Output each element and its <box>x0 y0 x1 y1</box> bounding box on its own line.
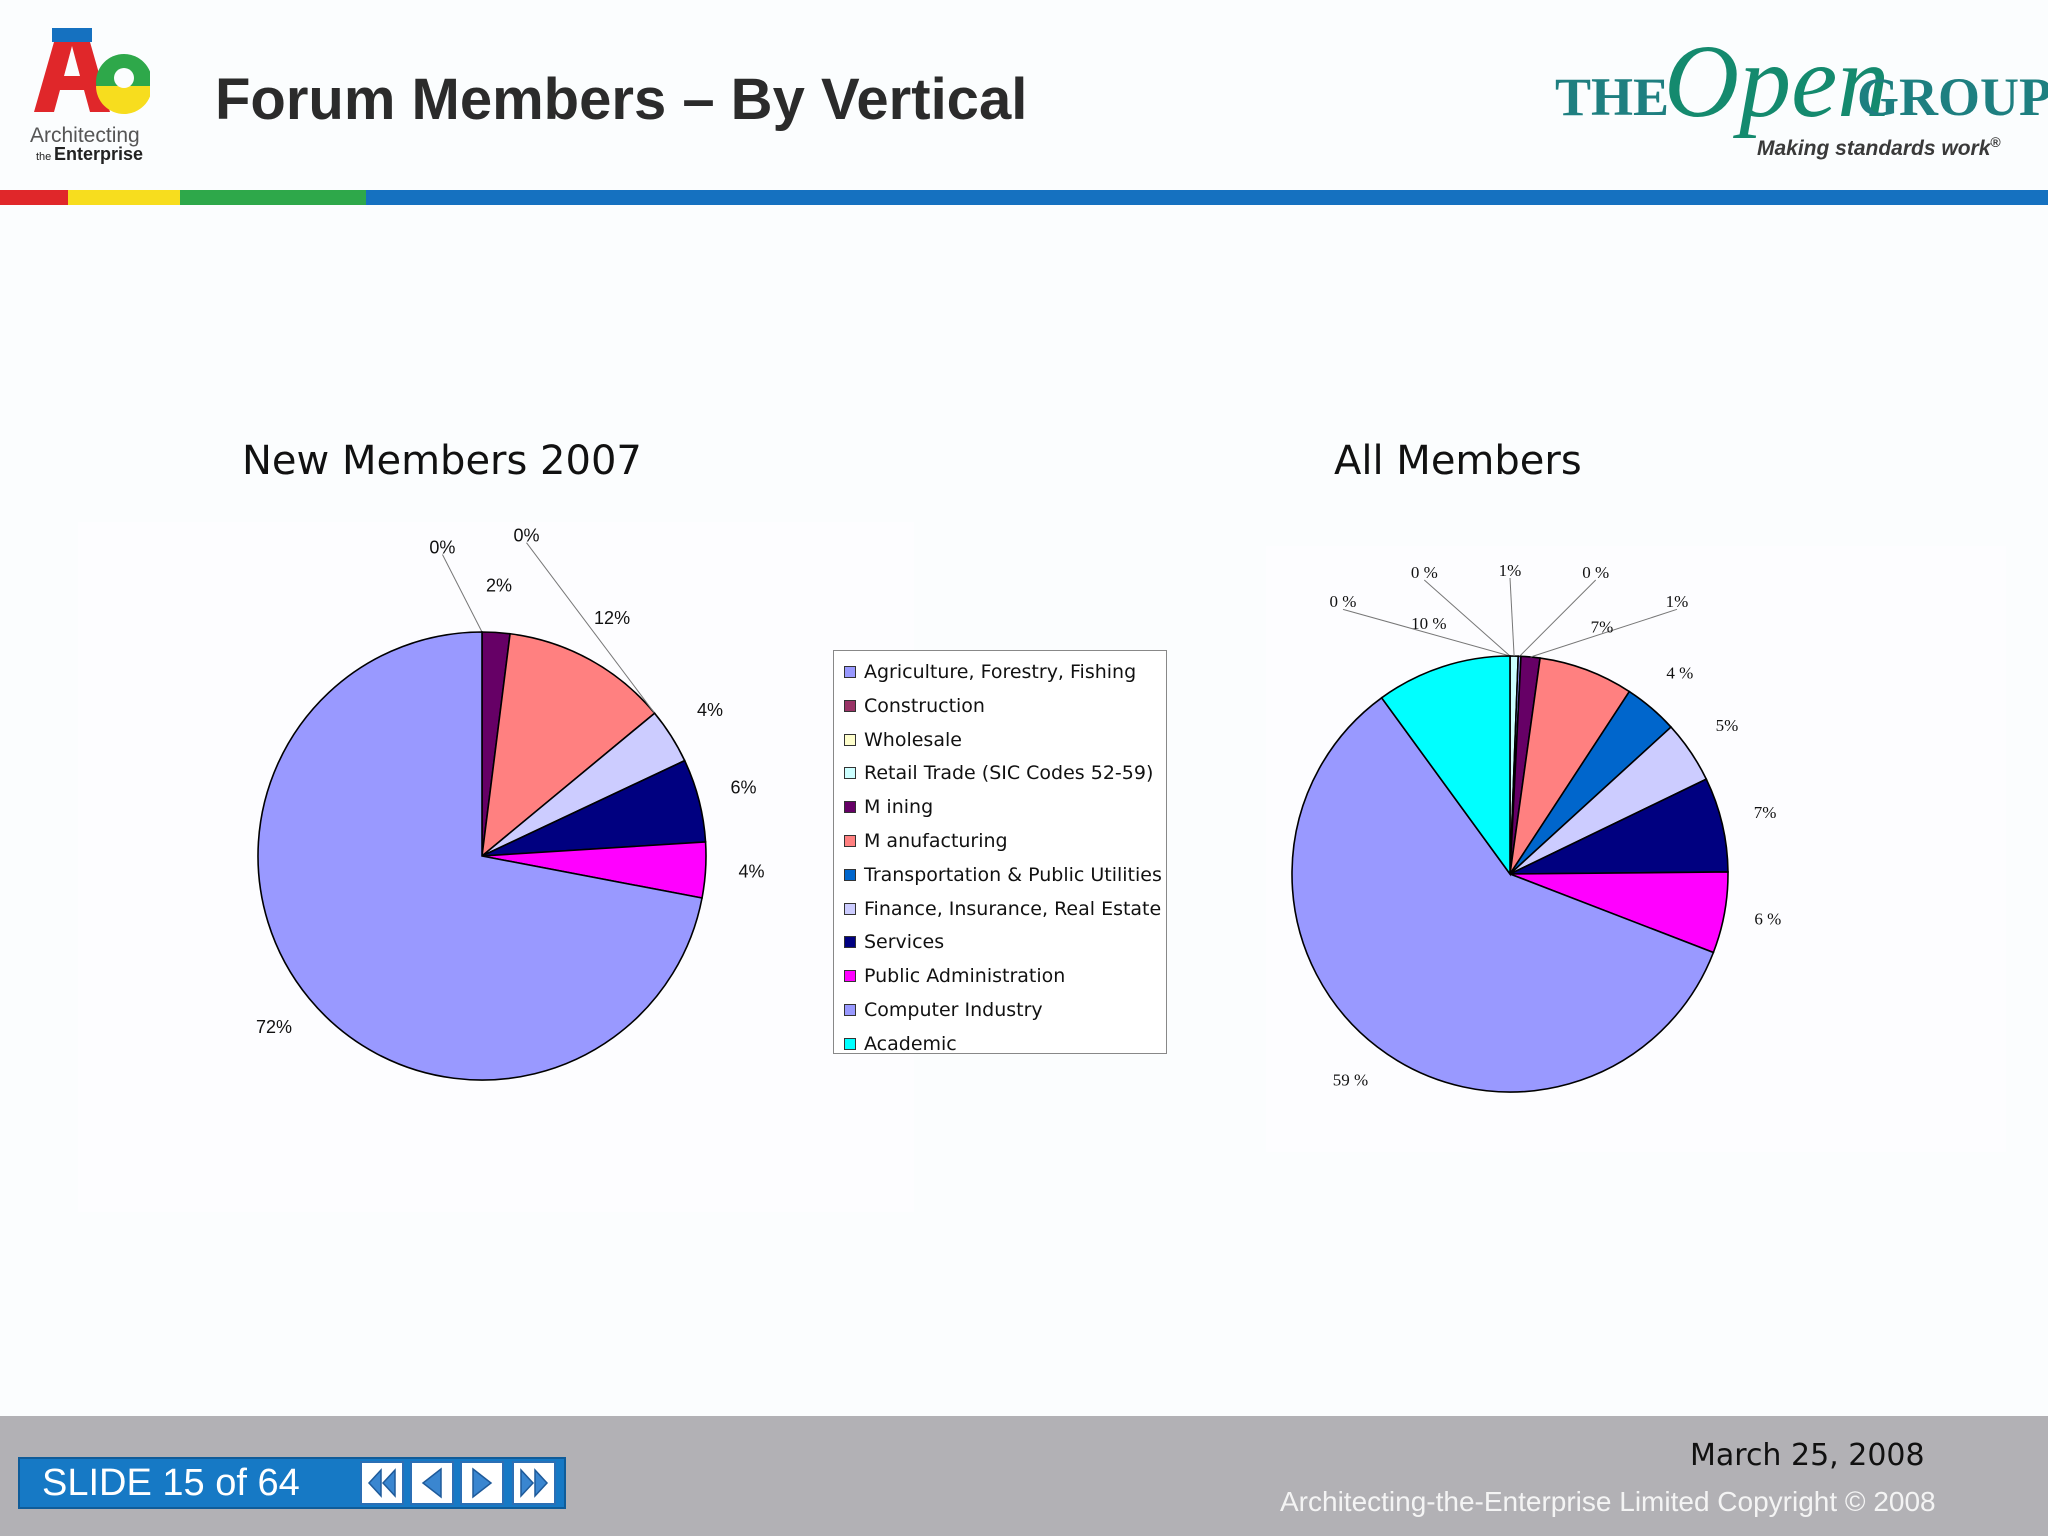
pie-data-label: 12% <box>594 608 630 628</box>
legend-swatch <box>844 868 856 881</box>
chart-legend: Agriculture, Forestry, Fishing Constructi… <box>833 650 1167 1055</box>
chart-title-new-members: New Members 2007 <box>242 438 642 484</box>
pie-data-label: 7% <box>1591 618 1614 637</box>
pie-data-label: 5% <box>1716 716 1739 735</box>
legend-item: M ining <box>844 792 933 822</box>
open-group-logo-open: Open <box>1664 24 1890 139</box>
legend-item: Transportation & Public Utilities <box>844 860 1162 890</box>
copyright-notice: Architecting-the-Enterprise Limited Copy… <box>1280 1486 1936 1517</box>
legend-swatch <box>844 936 856 949</box>
pie-data-label: 10 % <box>1411 614 1446 633</box>
ae-logo-the: the <box>36 151 51 163</box>
legend-item: Agriculture, Forestry, Fishing <box>844 657 1136 687</box>
pie-slice <box>1380 655 1511 877</box>
accent-blue <box>366 190 2048 205</box>
chart-title-all-members: All Members <box>1334 438 1582 484</box>
last-slide-button[interactable] <box>512 1461 556 1505</box>
legend-label: Construction <box>864 694 985 717</box>
pie-leader-line <box>1509 577 1515 657</box>
accent-red <box>0 190 68 205</box>
legend-swatch <box>844 801 856 814</box>
legend-label: M ining <box>864 796 934 819</box>
pie-data-label: 7% <box>1754 803 1777 822</box>
pie-data-label: 0 % <box>1411 563 1438 582</box>
first-slide-button[interactable] <box>360 1461 404 1505</box>
slide-counter: SLIDE 15 of 64 <box>42 1462 300 1504</box>
open-group-logo-the: THE <box>1555 67 1670 127</box>
legend-item: Wholesale <box>844 725 962 755</box>
legend-label: Academic <box>864 1032 957 1055</box>
legend-item: Academic <box>844 1029 957 1059</box>
legend-label: Public Administration <box>864 965 1066 988</box>
pie-data-label: 72% <box>256 1017 292 1037</box>
previous-slide-button[interactable] <box>410 1461 454 1505</box>
pie-slice <box>480 632 656 858</box>
legend-swatch <box>844 666 856 678</box>
pie-leader-line <box>1342 608 1511 657</box>
next-slide-button[interactable] <box>460 1461 504 1505</box>
legend-label: Finance, Insurance, Real Estate <box>864 897 1162 920</box>
pie-slice <box>257 631 703 1081</box>
legend-item: Services <box>844 927 944 957</box>
legend-swatch <box>844 767 856 780</box>
legend-item: M anufacturing <box>844 826 1008 856</box>
pie-data-label: 6% <box>731 778 757 798</box>
tagline-text: Making standards work <box>1757 137 1991 160</box>
slide-date: March 25, 2008 <box>1690 1438 1925 1473</box>
pie-leader-line <box>441 554 483 633</box>
pie-data-label: 0 % <box>1330 592 1357 611</box>
pie-leader-line <box>1530 608 1678 658</box>
legend-swatch <box>844 835 856 847</box>
open-group-tagline: Making standards work® <box>1757 134 2001 161</box>
legend-swatch <box>844 699 856 712</box>
legend-swatch <box>844 733 856 746</box>
pie-data-label: 0% <box>429 537 455 557</box>
legend-label: Retail Trade (SIC Codes 52-59) <box>864 762 1154 785</box>
legend-swatch <box>844 1037 856 1050</box>
accent-yellow <box>68 190 180 205</box>
architecting-the-enterprise-logo: Architecting the Enterprise <box>30 28 150 164</box>
pie-slice <box>1291 696 1715 1093</box>
legend-item: Retail Trade (SIC Codes 52-59) <box>844 758 1153 788</box>
accent-green <box>180 190 366 205</box>
pie-leader-line <box>1423 579 1511 657</box>
double-chevron-right-icon <box>520 1468 549 1498</box>
legend-label: Services <box>864 931 945 954</box>
accent-color-bar <box>0 190 2048 205</box>
legend-item: Public Administration <box>844 961 1065 991</box>
pie-data-label: 2% <box>486 575 512 595</box>
pie-data-label: 0 % <box>1582 563 1609 582</box>
chevron-right-icon <box>472 1467 493 1499</box>
pie-data-label: 0% <box>513 525 539 545</box>
chevron-left-icon <box>421 1467 442 1499</box>
pie-data-label: 6 % <box>1754 910 1781 929</box>
legend-swatch <box>844 902 856 915</box>
page-title: Forum Members – By Vertical <box>215 67 1028 132</box>
legend-swatch <box>844 1004 856 1016</box>
pie-data-label: 59 % <box>1333 1071 1368 1090</box>
ae-logo-line2: Enterprise <box>54 144 143 164</box>
open-group-logo-group: GROUP <box>1857 67 2048 127</box>
pie-data-label: 4% <box>697 700 723 720</box>
pie-data-label: 1% <box>1499 561 1522 580</box>
legend-label: Computer Industry <box>864 999 1043 1021</box>
registered-mark: ® <box>1990 134 2001 150</box>
pie-leader-line <box>526 542 655 714</box>
pie-data-label: 4% <box>738 862 764 882</box>
legend-label: Transportation & Public Utilities <box>864 863 1162 886</box>
pie-data-label: 4 % <box>1666 663 1693 682</box>
double-chevron-left-icon <box>367 1468 396 1498</box>
legend-label: Agriculture, Forestry, Fishing <box>864 661 1137 683</box>
legend-item: Computer Industry <box>844 995 1043 1025</box>
legend-label: Wholesale <box>864 728 962 751</box>
legend-item: Construction <box>844 691 985 721</box>
legend-label: M anufacturing <box>864 830 1008 852</box>
pie-leader-line <box>1519 579 1597 657</box>
ae-logo-line1: Architecting <box>30 124 140 147</box>
legend-swatch <box>844 970 856 983</box>
legend-item: Finance, Insurance, Real Estate <box>844 894 1161 924</box>
pie-data-label: 1% <box>1666 592 1689 611</box>
